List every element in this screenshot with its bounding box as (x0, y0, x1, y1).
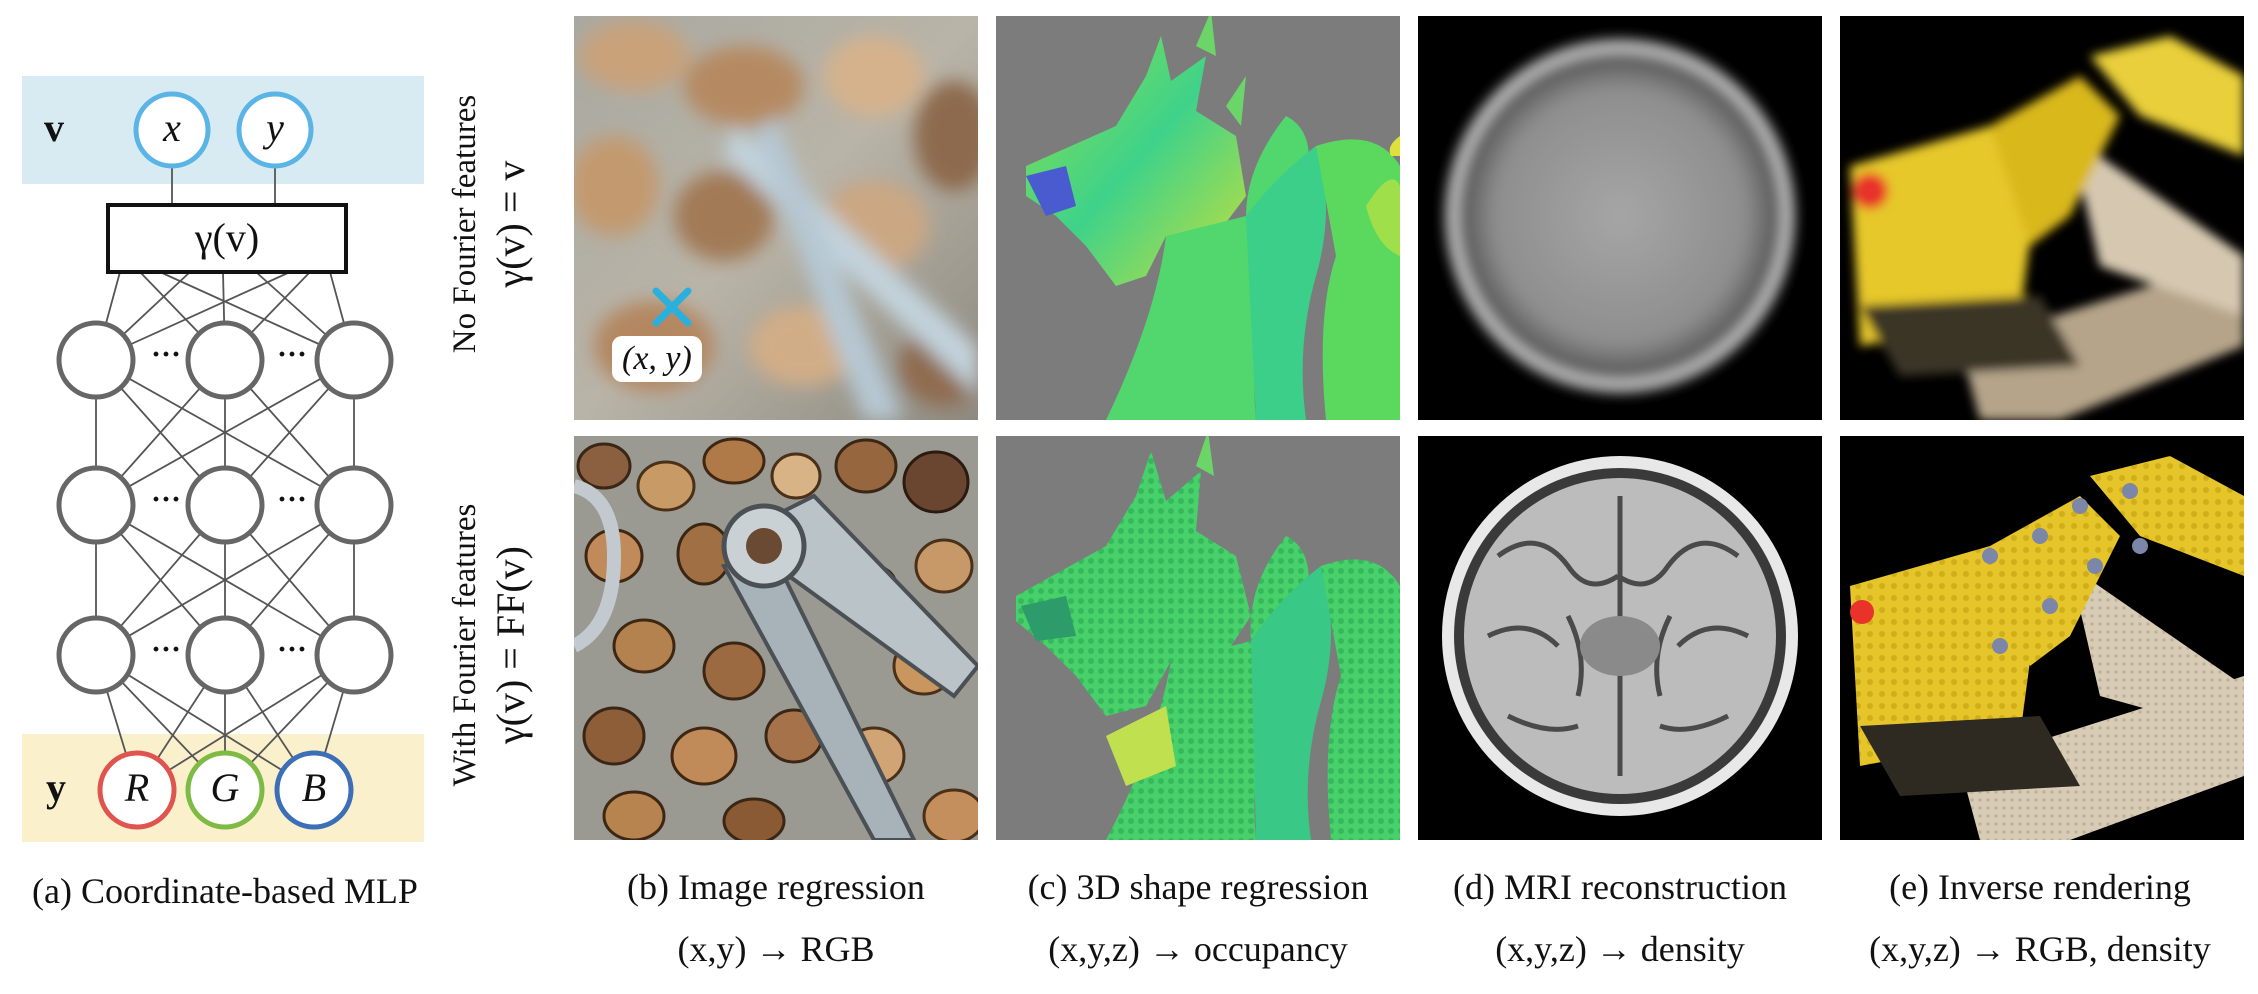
ellipsis: ··· (150, 338, 181, 371)
output-node-g (185, 750, 265, 830)
ellipsis: ··· (276, 483, 307, 516)
hidden-node (314, 320, 394, 400)
hidden-node (56, 465, 136, 545)
hidden-node (185, 465, 265, 545)
coordinate-label: (x, y) (612, 336, 702, 382)
row-eq-top: γ(v) = v (488, 160, 533, 288)
row-label-bottom: With Fourier features γ(v) = FF(v) (442, 435, 542, 855)
input-y-label: y (266, 105, 284, 150)
hidden-node (314, 465, 394, 545)
ellipsis: ··· (276, 338, 307, 371)
caption-shape-regression: (c) 3D shape regression (1027, 867, 1369, 907)
image-regression-sharp-panel (574, 436, 978, 840)
output-node-r (97, 750, 177, 830)
output-node-b (274, 750, 354, 830)
input-node-y (236, 91, 314, 169)
row-label-top: No Fourier features γ(v) = v (442, 24, 542, 424)
gamma-box (106, 203, 348, 274)
render-blurry-panel (1840, 16, 2244, 420)
hidden-node (314, 615, 394, 695)
shape-regression-smooth-panel (996, 16, 1400, 420)
mlp-diagram: .ln { stroke:#555; stroke-width:1.8; } .… (22, 76, 424, 842)
mapping-mri-reconstruction: (x,y,z) → density (1495, 929, 1745, 969)
mri-sharp-panel (1418, 436, 1822, 840)
coordinate-marker-icon (652, 287, 692, 327)
mapping-image-regression: (x,y) → RGB (677, 929, 875, 969)
render-sharp-panel (1840, 436, 2244, 840)
ellipsis: ··· (150, 483, 181, 516)
caption-inverse-rendering: (e) Inverse rendering (1889, 867, 2191, 907)
ellipsis: ··· (150, 633, 181, 666)
output-g-label: G (210, 765, 240, 810)
shape-regression-detailed-panel (996, 436, 1400, 840)
input-x-label: x (163, 105, 181, 150)
caption-image-regression: (b) Image regression (627, 867, 925, 907)
output-b-label: B (301, 765, 327, 810)
hidden-node (56, 320, 136, 400)
input-band (22, 76, 424, 184)
ellipsis: ··· (276, 633, 307, 666)
mri-blurry-panel (1418, 16, 1822, 420)
input-label: v (44, 105, 64, 150)
caption-mri-reconstruction: (d) MRI reconstruction (1453, 867, 1787, 907)
hidden-node (185, 320, 265, 400)
hidden-node (185, 615, 265, 695)
mlp-caption: (a) Coordinate-based MLP (32, 871, 418, 911)
hidden-node (56, 615, 136, 695)
row-eq-bottom: γ(v) = FF(v) (488, 546, 533, 745)
row-title-bottom: With Fourier features (447, 503, 483, 787)
output-label: y (46, 765, 66, 810)
input-node-x (133, 91, 211, 169)
gamma-label: γ(v) (194, 215, 260, 260)
row-title-top: No Fourier features (447, 94, 483, 354)
output-r-label: R (124, 765, 150, 810)
mapping-shape-regression: (x,y,z) → occupancy (1048, 929, 1348, 969)
mapping-inverse-rendering: (x,y,z) → RGB, density (1869, 929, 2211, 969)
